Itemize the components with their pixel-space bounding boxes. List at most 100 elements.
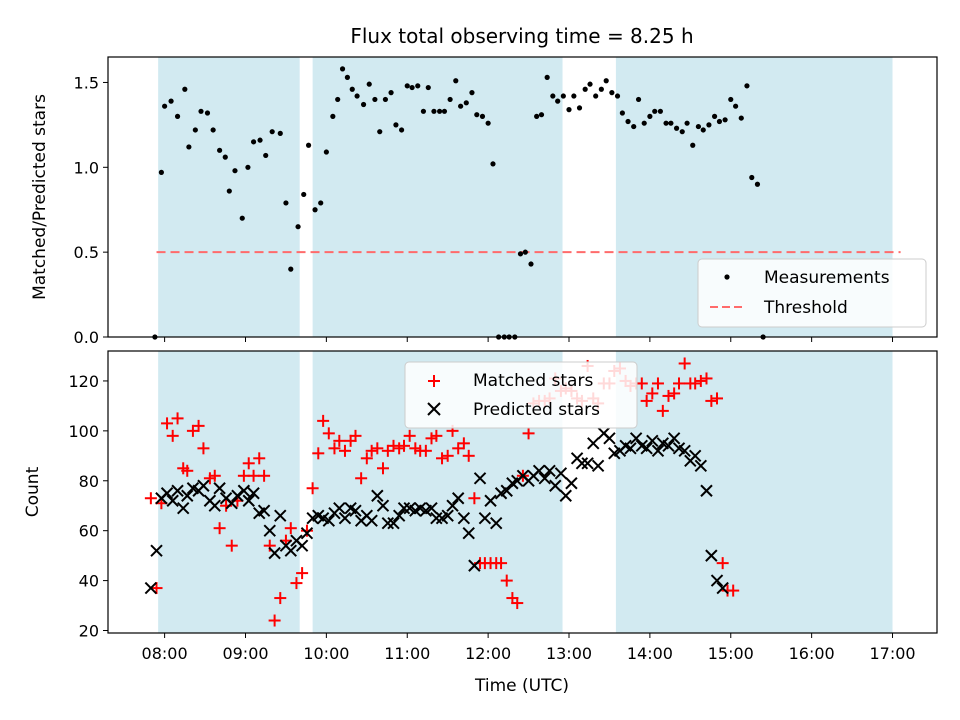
matched-point	[441, 449, 454, 462]
measurement-point	[657, 108, 663, 114]
measurement-point	[598, 86, 604, 92]
matched-point	[268, 614, 281, 627]
matched-point	[306, 482, 319, 495]
measurement-point	[458, 103, 464, 109]
measurement-point	[263, 152, 269, 159]
predicted-point	[387, 516, 400, 530]
matched-point	[457, 437, 470, 450]
predicted-point	[710, 574, 724, 587]
predicted-point	[268, 546, 281, 560]
matched-point	[678, 357, 691, 370]
measurement-point	[295, 224, 301, 230]
matched-point	[284, 522, 297, 535]
predicted-point	[538, 472, 551, 485]
xtick-label: 09:00	[222, 644, 268, 663]
measurement-point	[560, 93, 566, 99]
measurement-point	[441, 108, 448, 114]
matched-point	[296, 567, 309, 580]
predicted-point	[473, 472, 487, 485]
matched-point	[144, 492, 157, 505]
predicted-point	[694, 459, 708, 473]
legend-top-frame	[697, 258, 927, 328]
measurement-point	[366, 81, 372, 87]
panel-bottom-frame	[107, 350, 938, 634]
matched-point	[166, 429, 179, 442]
predicted-point	[667, 432, 681, 445]
measurement-point	[522, 249, 528, 255]
measurement-point	[192, 127, 198, 133]
predicted-point	[688, 449, 702, 463]
matched-point	[371, 442, 384, 455]
matched-point	[668, 387, 681, 400]
predicted-point	[478, 511, 492, 525]
matched-point	[403, 429, 416, 442]
predicted-point	[365, 514, 378, 527]
predicted-point	[532, 464, 546, 477]
predicted-point	[333, 502, 346, 515]
measurement-point	[490, 161, 496, 167]
predicted-point	[646, 434, 659, 448]
predicted-point	[678, 444, 691, 458]
predicted-point	[381, 516, 395, 530]
predicted-point	[231, 489, 244, 502]
matched-point	[522, 427, 535, 440]
predicted-point	[263, 524, 276, 537]
measurement-point	[538, 112, 545, 118]
legend-bottom-frame	[404, 361, 638, 429]
measurement-point	[754, 181, 761, 187]
ytick-label: 1.5	[74, 73, 99, 92]
measurement-point	[158, 169, 164, 175]
predicted-point	[197, 479, 210, 492]
measurement-point	[354, 93, 360, 99]
panel-bottom-ylabel: Count	[23, 466, 43, 517]
measurement-point	[168, 98, 174, 104]
ytick-label: 1.0	[74, 158, 99, 177]
matched-point	[727, 584, 740, 597]
predicted-point	[225, 497, 238, 510]
legend-bottom: Matched stars Predicted stars	[404, 361, 638, 429]
predicted-point	[559, 489, 572, 502]
predicted-point	[166, 494, 179, 507]
measurement-point	[339, 66, 346, 72]
legend-measurements-marker	[724, 274, 730, 280]
measurement-point	[517, 251, 524, 257]
matched-point	[290, 577, 303, 590]
matched-point	[711, 392, 724, 405]
matched-point	[646, 387, 659, 400]
predicted-point	[549, 479, 562, 492]
predicted-point	[640, 442, 653, 455]
measurement-point	[733, 103, 739, 109]
measurement-point	[744, 83, 750, 89]
measurement-point	[728, 96, 734, 103]
matched-point	[171, 412, 184, 425]
xtick-label: 11:00	[384, 644, 430, 663]
matched-point	[716, 557, 729, 570]
matched-point	[672, 377, 685, 390]
predicted-point	[603, 432, 616, 445]
measurement-point	[344, 74, 350, 80]
panel-bottom-points	[144, 357, 740, 627]
chart-title: Flux total observing time = 8.25 h	[350, 24, 693, 48]
measurement-point	[544, 74, 550, 80]
measurement-point	[534, 113, 540, 119]
measurement-point	[174, 113, 181, 119]
measurement-point	[635, 96, 642, 103]
predicted-point	[213, 482, 226, 495]
matched-point	[656, 404, 669, 417]
predicted-point	[543, 464, 556, 477]
matched-point	[338, 444, 351, 457]
matched-point	[640, 394, 653, 407]
predicted-point	[587, 437, 600, 450]
predicted-point	[446, 499, 459, 512]
measurement-point	[349, 86, 355, 92]
observing-band-top-1	[312, 57, 563, 337]
predicted-point	[451, 492, 465, 505]
ytick-label: 40	[79, 572, 99, 591]
matched-point	[700, 372, 713, 385]
predicted-point	[338, 511, 352, 525]
matched-point	[689, 377, 702, 390]
measurement-point	[301, 191, 307, 198]
measurement-point	[404, 83, 410, 89]
predicted-point	[144, 581, 158, 595]
